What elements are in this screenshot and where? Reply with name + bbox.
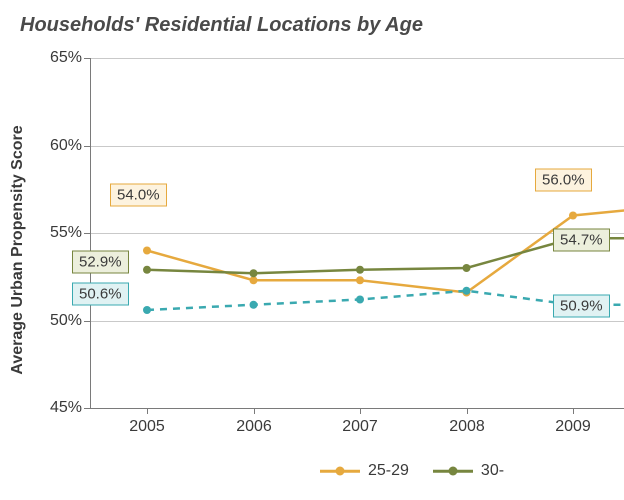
series-marker [143, 247, 151, 255]
series-marker [463, 264, 471, 272]
chart-container: Households' Residential Locations by Age… [0, 0, 624, 500]
series-marker [250, 276, 258, 284]
data-label: 50.9% [553, 295, 610, 318]
data-label: 54.0% [110, 184, 167, 207]
legend-swatch [433, 464, 473, 478]
data-label: 50.6% [72, 283, 129, 306]
series-marker [143, 306, 151, 314]
legend-label: 30- [481, 462, 504, 480]
legend-label: 25-29 [368, 462, 409, 480]
legend: 25-29 30- [320, 462, 624, 490]
series-marker [143, 266, 151, 274]
series-marker [356, 296, 364, 304]
data-label: 56.0% [535, 169, 592, 192]
series-marker [356, 276, 364, 284]
series-marker [250, 301, 258, 309]
series-marker [356, 266, 364, 274]
legend-item: 25-29 [320, 462, 409, 480]
series-marker [463, 287, 471, 295]
legend-item: 30- [433, 462, 504, 480]
series-marker [569, 212, 577, 220]
data-label: 54.7% [553, 229, 610, 252]
legend-swatch [320, 464, 360, 478]
series-marker [250, 269, 258, 277]
data-label: 52.9% [72, 251, 129, 274]
